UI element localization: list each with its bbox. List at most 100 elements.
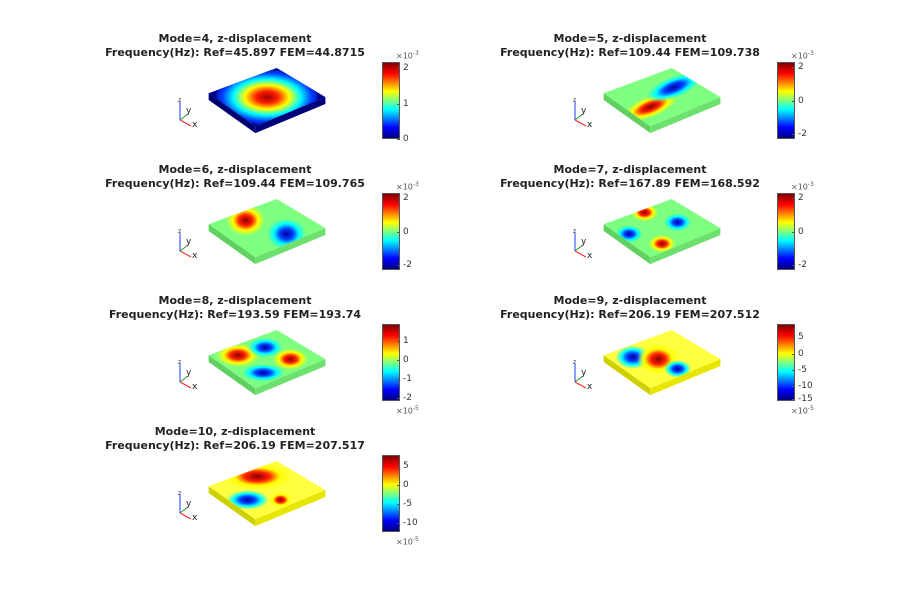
mode-title: Mode=5, z-displacement [553, 32, 707, 45]
mode-panel-8: Mode=8, z-displacement Frequency(Hz): Ref… [15, 294, 455, 424]
axis-label: x [192, 251, 198, 259]
mode-panel-7: Mode=7, z-displacement Frequency(Hz): Ref… [410, 163, 850, 293]
axis-label: y [186, 499, 192, 509]
frequency-title: Frequency(Hz): Ref=206.19 FEM=207.517 [105, 439, 365, 452]
mode-shape-plate [208, 198, 326, 265]
axis-label: x [587, 251, 593, 259]
colorbar [382, 324, 400, 401]
axis-label: z [178, 228, 181, 235]
colorbar-tick-label: -2 [798, 129, 807, 140]
displacement-blob [630, 203, 659, 222]
plate-side-face [650, 228, 721, 265]
frequency-title: Frequency(Hz): Ref=193.59 FEM=193.74 [108, 308, 362, 321]
colorbar-tick-label: 0 [403, 226, 409, 237]
frequency-title: Frequency(Hz): Ref=109.44 FEM=109.765 [105, 177, 365, 190]
plate-front-face [603, 355, 651, 396]
axis-label: z [573, 359, 576, 366]
displacement-blob [268, 492, 293, 508]
colorbar-tick-label: -2 [798, 260, 807, 271]
colorbar-exponent: ×10-5 [396, 405, 419, 416]
frequency-title: Frequency(Hz): Ref=109.44 FEM=109.738 [500, 46, 760, 59]
mode-title: Mode=9, z-displacement [553, 294, 707, 307]
colorbar-tick-label: -5 [403, 498, 412, 509]
mode-shape-plate [208, 67, 326, 134]
axis-label: y [581, 106, 587, 116]
plate-side-face [255, 490, 326, 527]
colorbar-tick-label: 5 [798, 332, 804, 343]
axis-label: x [192, 120, 198, 128]
colorbar [777, 324, 795, 401]
mode-shape-plate [208, 329, 326, 396]
colorbar-tick-label: 0 [403, 480, 409, 491]
mode-shape-plate [603, 198, 721, 265]
plate-side-face [650, 359, 721, 396]
axis-label: y [581, 368, 587, 378]
colorbar-exponent: ×10-5 [396, 536, 419, 547]
plate-front-face [603, 93, 651, 134]
mode-shape-plate [208, 460, 326, 527]
displacement-blob [646, 72, 702, 103]
axis-label: y [186, 237, 192, 247]
colorbar-tick-label: 0 [798, 226, 804, 237]
colorbar-tick-label: 0 [403, 134, 409, 144]
axis-label: z [573, 97, 576, 104]
colorbar [382, 62, 400, 139]
displacement-blob [247, 337, 283, 358]
axis-label: y [186, 368, 192, 378]
mode-panel-10: Mode=10, z-displacement Frequency(Hz): Re… [15, 425, 455, 555]
colorbar-tick-label: 0 [798, 349, 804, 360]
axes-triad: zyx [178, 97, 198, 128]
mode-panel-9: Mode=9, z-displacement Frequency(Hz): Ref… [410, 294, 850, 424]
frequency-title: Frequency(Hz): Ref=167.89 FEM=168.592 [500, 177, 760, 190]
frequency-title: Frequency(Hz): Ref=45.897 FEM=44.8715 [105, 46, 365, 59]
displacement-blob [226, 204, 266, 236]
mode-title: Mode=8, z-displacement [158, 294, 312, 307]
plate-side-face [255, 97, 326, 134]
axis-label: y [186, 106, 192, 116]
colorbar-exponent: ×10-3 [791, 181, 814, 192]
plate-front-face [208, 224, 256, 265]
axis-label: z [573, 228, 576, 235]
colorbar [382, 455, 400, 532]
mode-title: Mode=7, z-displacement [553, 163, 707, 176]
displacement-blob [226, 490, 269, 510]
plate-side-face [650, 97, 721, 134]
colorbar-tick-label: 2 [798, 61, 804, 72]
axis-label: x [192, 513, 198, 521]
colorbar-tick-label: -10 [403, 517, 418, 528]
displacement-blob [216, 69, 318, 125]
axis-label: x [587, 120, 593, 128]
plate-side-face [255, 359, 326, 396]
displacement-blob [663, 213, 692, 232]
colorbar-tick-label: 2 [403, 192, 409, 203]
axes-triad: zyx [573, 359, 593, 390]
colorbar-tick-label: 2 [798, 192, 804, 203]
axes-triad: zyx [178, 490, 198, 521]
displacement-blob [648, 234, 676, 253]
colorbar-tick-label: -2 [403, 260, 412, 271]
colorbar-exponent: ×10-3 [396, 50, 419, 61]
displacement-blob [222, 462, 293, 491]
mode-shape-plate [603, 67, 721, 134]
axis-label: z [178, 359, 181, 366]
mode-title: Mode=10, z-displacement [154, 425, 316, 438]
axes-triad: zyx [573, 97, 593, 128]
mode-panel-4: Mode=4, z-displacement Frequency(Hz): Ref… [15, 32, 455, 162]
colorbar-tick-label: -15 [798, 393, 813, 404]
colorbar-exponent: ×10-3 [396, 181, 419, 192]
axes-triad: zyx [178, 228, 198, 259]
axes-triad: zyx [573, 228, 593, 259]
mode-title: Mode=6, z-displacement [158, 163, 312, 176]
colorbar-tick-label: -2 [403, 392, 412, 403]
mode-panel-6: Mode=6, z-displacement Frequency(Hz): Ref… [15, 163, 455, 293]
plate-front-face [208, 486, 256, 527]
plate-top-face [208, 198, 326, 258]
mode-title: Mode=4, z-displacement [158, 32, 312, 45]
axis-label: z [178, 97, 181, 104]
plate-front-face [208, 93, 256, 134]
colorbar-tick-label: -1 [403, 373, 412, 384]
axis-label: z [178, 490, 181, 497]
axis-label: y [581, 237, 587, 247]
mode-panel-5: Mode=5, z-displacement Frequency(Hz): Ref… [410, 32, 850, 162]
colorbar-tick-label: 5 [403, 460, 409, 471]
